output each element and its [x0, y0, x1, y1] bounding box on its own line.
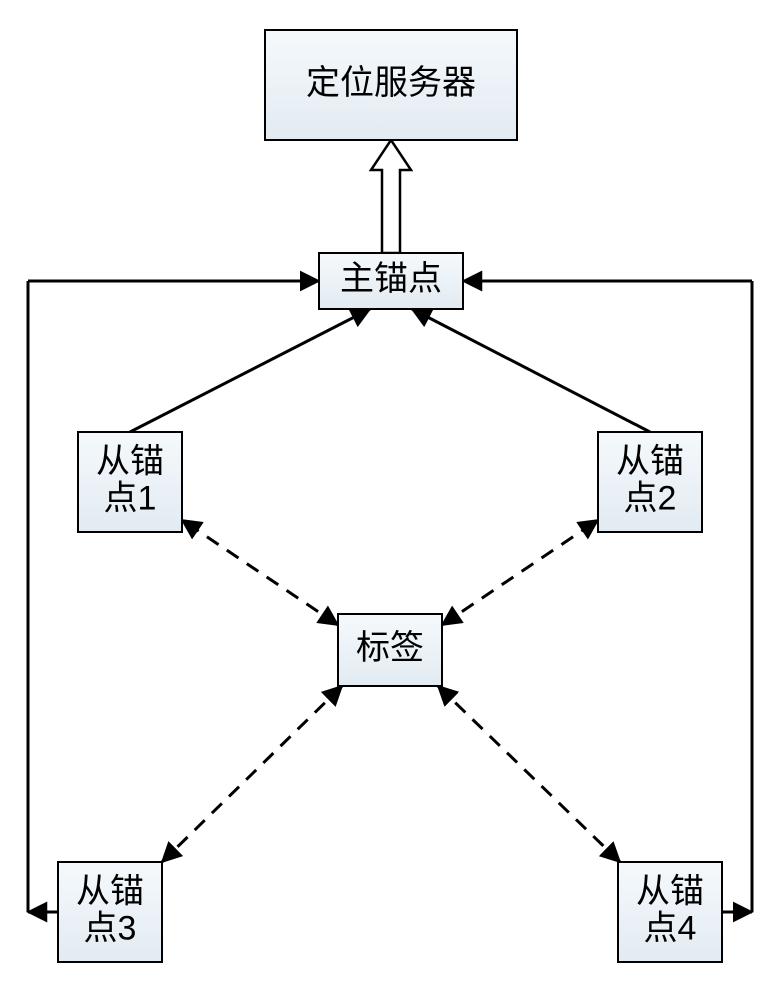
node-tag: 标签 [338, 614, 442, 686]
edge-slave1-to-master [130, 309, 370, 432]
node-server-label: 定位服务器 [306, 64, 476, 102]
node-slave4-label-line2: 点4 [644, 910, 697, 948]
node-slave4: 从锚点4 [618, 862, 722, 962]
edge-tag-slave2 [442, 520, 598, 625]
edge-tag-slave1 [182, 520, 338, 625]
node-master-label: 主锚点 [340, 260, 442, 298]
node-server: 定位服务器 [265, 30, 517, 140]
node-slave3: 从锚点3 [58, 862, 162, 962]
node-slave3-label-line1: 从锚 [76, 872, 144, 910]
node-slave1-label-line1: 从锚 [96, 442, 164, 480]
node-slave2: 从锚点2 [598, 432, 702, 532]
node-slave4-label-line1: 从锚 [636, 872, 704, 910]
hollow-arrow [371, 140, 411, 253]
edges-layer [28, 281, 752, 912]
node-slave2-label-line2: 点2 [624, 480, 677, 518]
node-master: 主锚点 [319, 253, 463, 309]
node-slave1-label-line2: 点1 [104, 480, 157, 518]
node-tag-label: 标签 [356, 629, 424, 667]
edge-tag-slave4 [438, 686, 620, 862]
node-slave2-label-line1: 从锚 [616, 442, 684, 480]
edge-tag-slave3 [162, 686, 342, 862]
node-slave1: 从锚点1 [78, 432, 182, 532]
node-slave3-label-line2: 点3 [84, 910, 137, 948]
edge-slave2-to-master [412, 309, 650, 432]
